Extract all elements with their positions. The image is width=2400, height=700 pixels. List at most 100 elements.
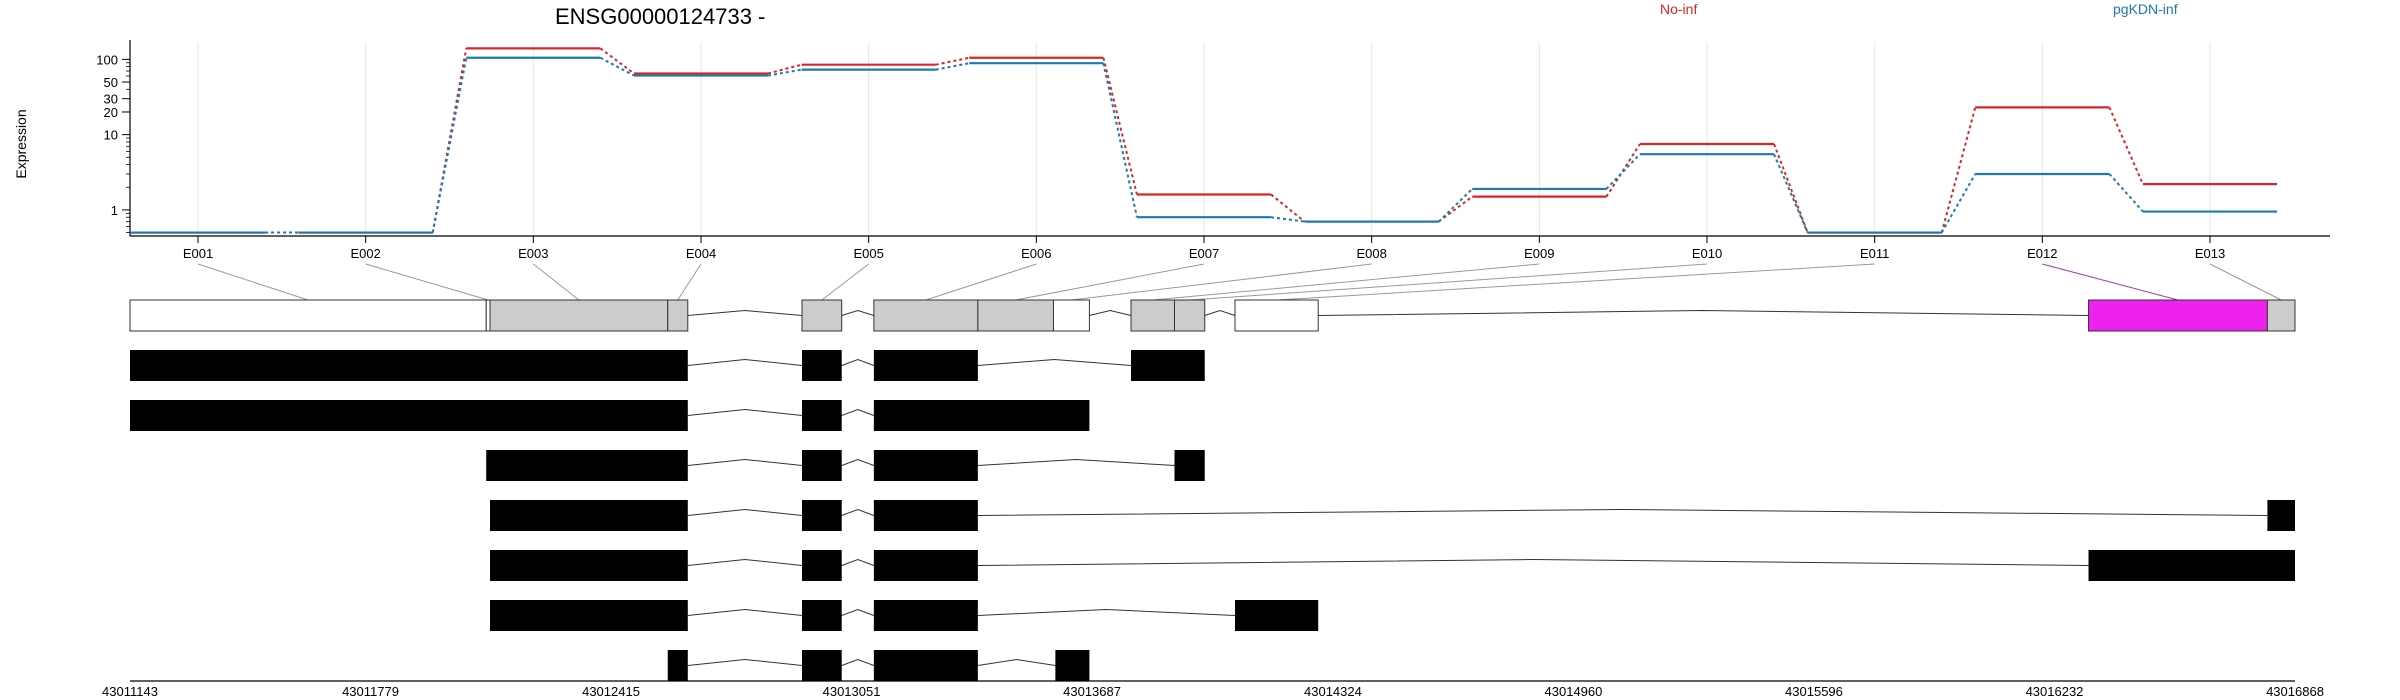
genomic-tick-label: 43015596 [1785,684,1843,699]
transcript-intron [841,608,875,616]
y-axis-label: Expression [13,109,29,178]
series-connector [2108,173,2144,213]
series-connector [1605,153,1641,190]
exon-bin-E010 [1173,299,1206,332]
y-tick-label: 100 [96,52,118,67]
transcript-exon [130,350,688,381]
exon-connector [365,263,489,301]
y-tick-label: 50 [104,75,118,90]
genomic-tick-label: 43016868 [2266,684,2324,699]
intron-line [1089,309,1132,316]
transcript-intron [687,458,803,466]
transcript-intron [977,508,2268,516]
transcript-exon [490,600,688,631]
x-tick-label: E003 [518,246,548,261]
exon-bin-E004 [667,299,689,332]
transcript-6 [490,600,1319,631]
transcript-intron [687,658,803,666]
x-tick-label: E009 [1524,246,1554,261]
genomic-tick-label: 43011779 [342,684,399,699]
exon-connector [1189,263,1708,301]
exon-connector [925,263,1037,301]
transcript-3 [486,450,1205,481]
x-tick-label: E004 [686,246,716,261]
series-connector [1102,62,1138,218]
transcript-exon [873,500,978,531]
transcript-exon [2267,500,2295,531]
series-connector [1102,57,1138,195]
exon-bin-E007 [977,299,1054,332]
series-connector [1270,193,1306,223]
x-tick-label: E013 [2195,246,2225,261]
transcript-exon [802,550,842,581]
series-lines [130,47,2278,234]
transcript-1 [130,350,1205,381]
series-connector [1940,173,1977,234]
genomic-tick-label: 43013051 [823,684,881,699]
exon-bin-E006 [873,299,979,332]
transcript-4 [490,500,2295,531]
exon-connector [533,263,580,301]
exon-connector [2209,263,2282,301]
exon-connector [1015,263,1205,301]
exon-bin-E008 [1052,299,1090,332]
x-tick-label: E006 [1021,246,1051,261]
series-pgKDN-inf [130,56,2278,234]
intron-line [1204,309,1236,316]
x-tick-label: E011 [1860,246,1889,261]
exon-bin-E003 [489,299,669,332]
transcript-exon [802,600,842,631]
transcript-exon [873,400,1090,431]
exon-connector [821,263,869,301]
exon-bin-E002 [485,299,491,332]
transcript-exon [873,450,978,481]
x-tick-label: E008 [1356,246,1386,261]
y-tick-label: 30 [104,92,118,107]
transcript-intron [977,458,1175,466]
transcript-exon [802,350,842,381]
transcript-exon [130,400,688,431]
chart-title: ENSG00000124733 - [555,4,765,29]
exon-connector [1071,263,1372,301]
genomic-tick-label: 43011143 [102,684,158,699]
x-tick-label: E001 [183,246,213,261]
exon-connector [677,263,702,301]
exon-bin-E011 [1234,299,1319,332]
transcript-exon [1055,650,1090,681]
transcript-exon [490,500,688,531]
series-connector [1438,188,1473,223]
transcript-exon [1235,600,1319,631]
intron-line [841,309,875,316]
series-connector [1773,153,1809,233]
transcript-exon [1174,450,1205,481]
transcript-2 [130,400,1090,431]
series-connector [1773,143,1809,233]
transcript-intron [841,358,875,366]
transcript-intron [977,608,1236,616]
transcript-intron [841,508,875,516]
gene-model [129,299,2296,332]
x-tick-label: E005 [853,246,883,261]
transcript-exon [667,650,688,681]
intron-line [1318,309,2089,316]
exon-connector [197,263,309,301]
exon-bin-E009 [1130,299,1175,332]
transcript-tracks [130,350,2295,681]
genomic-tick-label: 43016232 [2026,684,2084,699]
series-connector [767,68,802,77]
series-connector [431,57,468,233]
series-connector [767,63,802,75]
y-tick-label: 1 [111,203,118,218]
exon-bin-E001 [129,299,487,332]
transcript-intron [977,658,1056,666]
transcript-7 [667,650,1090,681]
series-connector [2108,107,2144,185]
exon-connectors [197,263,2282,301]
x-tick-label: E002 [350,246,380,261]
transcript-intron [687,558,803,566]
intron-line [687,309,803,316]
y-tick-label: 10 [104,128,118,143]
transcript-intron [977,558,2089,566]
series-connector [935,62,970,71]
